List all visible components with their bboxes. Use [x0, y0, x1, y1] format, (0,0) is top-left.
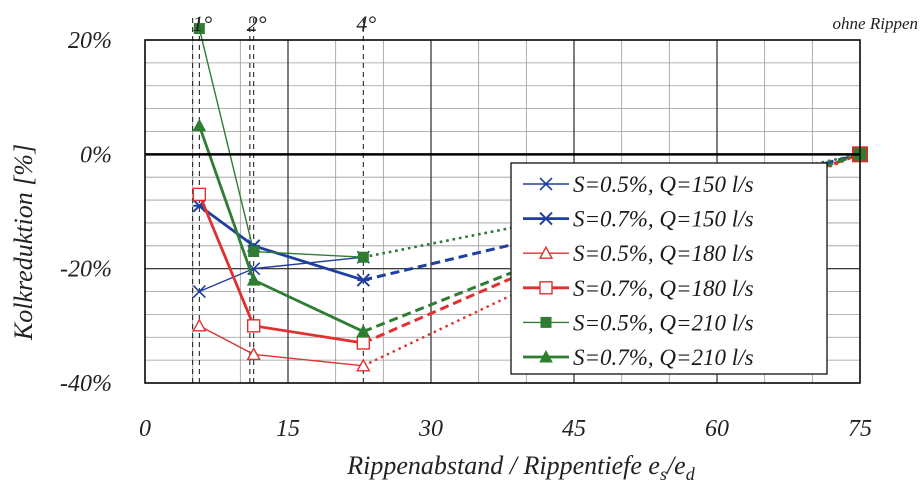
series-extension — [362, 153, 861, 367]
x-axis-title-sub2: d — [686, 464, 696, 484]
data-point — [192, 187, 207, 202]
x-axis-title: Rippenabstand / Rippentiefe es/ed — [346, 451, 695, 484]
legend-marker — [539, 349, 553, 363]
data-point — [356, 324, 371, 338]
tick-labels: 0 15 30 45 60 75 20% 0% -20% -40% — [60, 28, 872, 442]
data-point — [357, 251, 369, 263]
data-point — [193, 23, 205, 35]
series-5 — [192, 118, 861, 338]
x-axis-title-main: Rippenabstand / Rippentiefe e — [346, 451, 660, 480]
data-point — [248, 246, 260, 258]
y-axis-title: Kolkreduktion [%] — [9, 144, 38, 341]
legend-marker — [539, 177, 553, 191]
x-tick-label: 15 — [276, 416, 300, 442]
x-tick-label: 75 — [848, 416, 872, 442]
legend: S=0.5%, Q=150 l/s S=0.7%, Q=150 l/s S=0.5%… — [510, 162, 828, 375]
legend-marker — [539, 281, 553, 295]
legend-label: S=0.7%, Q=150 l/s — [573, 207, 754, 232]
legend-marker — [539, 211, 553, 226]
legend-label: S=0.5%, Q=150 l/s — [573, 172, 754, 197]
x-axis-title-mid: /e — [665, 451, 686, 480]
x-axis-title-sub1: s — [660, 464, 667, 484]
series-4 — [193, 23, 861, 263]
annotation-label: 4° — [356, 11, 376, 36]
series-extension — [362, 152, 861, 333]
annotation-label: ohne Rippen — [833, 14, 918, 33]
data-point — [192, 318, 207, 332]
y-tick-label: 0% — [80, 142, 112, 168]
series-extension — [362, 152, 861, 282]
x-tick-label: 60 — [705, 416, 729, 442]
x-tick-label: 45 — [562, 416, 586, 442]
legend-marker — [540, 316, 552, 328]
plot-frame — [144, 39, 861, 384]
marker-stroke — [192, 284, 206, 299]
legend-label: S=0.7%, Q=180 l/s — [573, 276, 754, 301]
data-point — [246, 319, 261, 333]
data-point — [356, 358, 371, 372]
data-point — [246, 273, 261, 286]
annotations: 1° 2° 4° ohne Rippen — [192, 11, 918, 36]
legend-label: S=0.7%, Q=210 l/s — [573, 345, 754, 370]
annotation-label: 1° — [192, 11, 212, 36]
marker-stroke — [539, 177, 553, 191]
data-point — [356, 336, 371, 350]
y-tick-label: -20% — [60, 257, 112, 283]
series-2 — [192, 153, 861, 372]
data-point — [356, 273, 371, 287]
annotation-label: 2° — [247, 11, 267, 36]
legend-label: S=0.5%, Q=180 l/s — [573, 241, 754, 266]
legend-label: S=0.5%, Q=210 l/s — [573, 310, 754, 335]
x-tick-label: 30 — [418, 416, 443, 442]
data-point — [192, 284, 206, 299]
y-tick-label: -40% — [60, 371, 112, 397]
x-tick-label: 0 — [139, 416, 151, 442]
y-tick-label: 20% — [68, 28, 112, 54]
data-point — [192, 118, 207, 132]
legend-marker — [538, 245, 554, 259]
axes — [144, 39, 861, 384]
legend-box — [510, 162, 828, 375]
data-point — [246, 346, 261, 361]
